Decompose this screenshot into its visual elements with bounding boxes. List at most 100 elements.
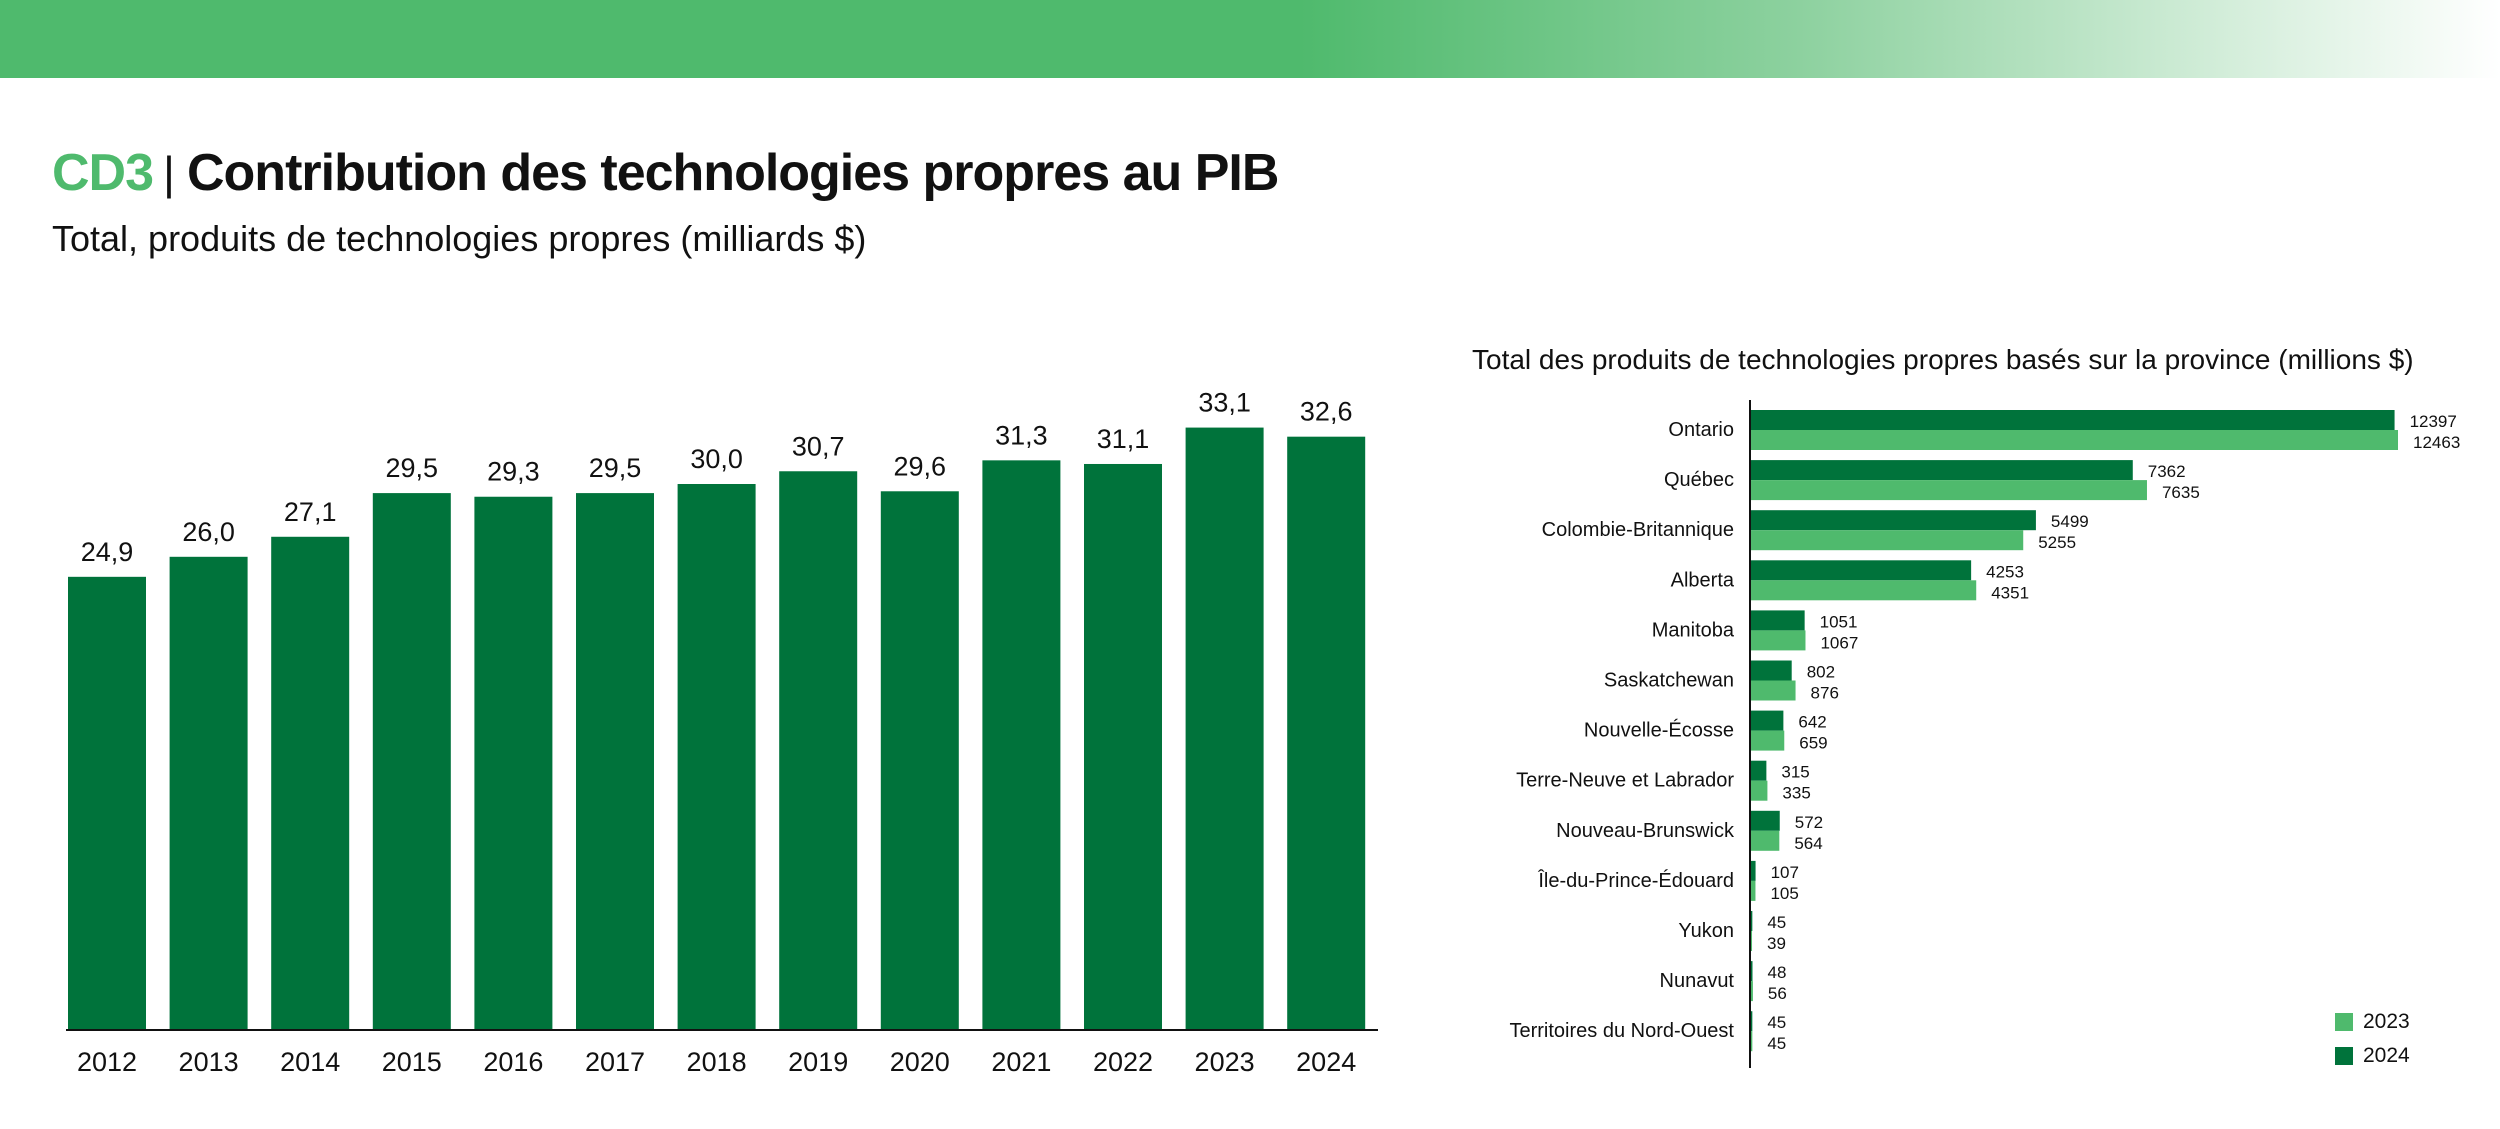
bar-2021 <box>982 460 1061 1031</box>
province-label: Île-du-Prince-Édouard <box>1537 869 1734 892</box>
value-label-2024: 1051 <box>1820 612 1858 631</box>
bar-2024-Île-du-Prince-Édouard <box>1750 860 1756 881</box>
legend-item-2023: 2023 <box>2335 1005 2410 1039</box>
bar-2024-Colombie-Britannique <box>1750 510 2036 531</box>
bar-value-label: 31,3 <box>995 420 1048 450</box>
province-label: Terre-Neuve et Labrador <box>1516 770 1734 792</box>
bar-2024-Nouvelle-Écosse <box>1750 710 1784 731</box>
title-separator: | <box>163 147 175 199</box>
legend-swatch-2023 <box>2335 1013 2353 1031</box>
bar-2020 <box>880 491 959 1030</box>
bar-2023-Alberta <box>1750 580 1977 601</box>
bar-2023-Saskatchewan <box>1750 680 1796 701</box>
province-label: Manitoba <box>1652 619 1735 641</box>
bar-2022 <box>1084 463 1162 1031</box>
bar-2023-Territoires du Nord-Ouest <box>1750 1031 1753 1052</box>
bar-value-label: 26,0 <box>182 517 235 547</box>
bar-2024-Saskatchewan <box>1750 660 1792 681</box>
x-tick-label: 2021 <box>991 1047 1051 1077</box>
bar-value-label: 24,9 <box>81 537 134 567</box>
value-label-2024: 107 <box>1771 863 1799 882</box>
province-label: Territoires du Nord-Ouest <box>1509 1020 1734 1042</box>
value-label-2023: 659 <box>1799 734 1827 753</box>
bar-2023-Ontario <box>1750 430 2398 450</box>
bar-value-label: 31,1 <box>1097 424 1150 454</box>
province-label: Alberta <box>1671 569 1735 591</box>
bar-2024-Ontario <box>1750 410 2395 430</box>
legend-item-2024: 2024 <box>2335 1039 2410 1073</box>
province-label: Colombie-Britannique <box>1542 519 1734 541</box>
bar-value-label: 29,5 <box>386 453 439 483</box>
bar-2023-Yukon <box>1750 931 1753 951</box>
bar-2024-Terre-Neuve et Labrador <box>1750 760 1767 781</box>
value-label-2023: 56 <box>1768 984 1787 1003</box>
bar-2023-Nunavut <box>1750 981 1753 1002</box>
province-label: Nunavut <box>1660 970 1735 992</box>
value-label-2023: 45 <box>1767 1034 1786 1053</box>
value-label-2024: 7362 <box>2148 462 2186 481</box>
value-label-2024: 642 <box>1798 713 1826 732</box>
x-tick-label: 2022 <box>1093 1047 1153 1077</box>
value-label-2024: 315 <box>1781 763 1809 782</box>
bar-2019 <box>779 471 858 1030</box>
x-tick-label: 2016 <box>483 1047 543 1077</box>
value-label-2023: 4351 <box>1991 583 2029 602</box>
x-tick-label: 2023 <box>1195 1047 1255 1077</box>
legend-swatch-2024 <box>2335 1047 2353 1065</box>
bar-2023 <box>1185 427 1264 1031</box>
bar-2024-Alberta <box>1750 560 1972 581</box>
bar-2023-Manitoba <box>1750 630 1806 651</box>
x-tick-label: 2019 <box>788 1047 848 1077</box>
page-title: Contribution des technologies propres au… <box>186 144 1279 202</box>
x-tick-label: 2013 <box>179 1047 239 1077</box>
x-tick-label: 2018 <box>687 1047 747 1077</box>
x-tick-label: 2015 <box>382 1047 442 1077</box>
province-label: Québec <box>1664 469 1734 491</box>
header-band <box>0 0 2500 78</box>
value-label-2024: 572 <box>1795 813 1823 832</box>
value-label-2024: 5499 <box>2051 512 2089 531</box>
x-tick-label: 2017 <box>585 1047 645 1077</box>
province-label: Saskatchewan <box>1604 670 1734 692</box>
legend-label-2024: 2024 <box>2363 1044 2410 1067</box>
value-label-2024: 48 <box>1767 963 1786 982</box>
bar-2023-Nouveau-Brunswick <box>1750 830 1780 851</box>
bar-value-label: 32,6 <box>1300 397 1353 427</box>
value-label-2024: 12397 <box>2410 412 2457 431</box>
value-label-2023: 335 <box>1782 784 1810 803</box>
value-label-2024: 4253 <box>1986 562 2024 581</box>
value-label-2023: 12463 <box>2413 433 2460 452</box>
bar-2024-Nouveau-Brunswick <box>1750 810 1780 831</box>
legend: 2023 2024 <box>2335 1005 2410 1073</box>
bar-2012 <box>68 576 146 1030</box>
bar-2024-Territoires du Nord-Ouest <box>1750 1011 1753 1032</box>
value-label-2023: 105 <box>1770 884 1798 903</box>
bar-2014 <box>271 536 350 1030</box>
x-tick-label: 2012 <box>77 1047 137 1077</box>
province-label: Nouvelle-Écosse <box>1584 719 1734 742</box>
x-tick-label: 2024 <box>1296 1047 1356 1077</box>
bar-value-label: 30,0 <box>690 444 743 474</box>
legend-label-2023: 2023 <box>2363 1010 2410 1033</box>
bar-2024-Yukon <box>1750 911 1753 931</box>
x-tick-label: 2020 <box>890 1047 950 1077</box>
bar-2013 <box>169 556 248 1030</box>
province-label: Ontario <box>1668 419 1734 441</box>
province-label: Yukon <box>1678 920 1734 942</box>
bar-2016 <box>474 496 553 1030</box>
bar-2017 <box>576 493 654 1031</box>
chart-code: CD3 <box>52 144 154 202</box>
bar-2023-Terre-Neuve et Labrador <box>1750 780 1768 801</box>
bar-2024-Québec <box>1750 460 2133 481</box>
bar-2015 <box>372 493 451 1031</box>
value-label-2024: 45 <box>1767 913 1786 932</box>
value-label-2023: 39 <box>1767 934 1786 953</box>
bar-value-label: 29,5 <box>589 453 642 483</box>
page-subtitle: Total, produits de technologies propres … <box>52 218 867 259</box>
bar-2023-Nouvelle-Écosse <box>1750 730 1785 751</box>
value-label-2023: 1067 <box>1820 633 1858 652</box>
x-tick-label: 2014 <box>280 1047 340 1077</box>
bar-2023-Île-du-Prince-Édouard <box>1750 880 1756 901</box>
